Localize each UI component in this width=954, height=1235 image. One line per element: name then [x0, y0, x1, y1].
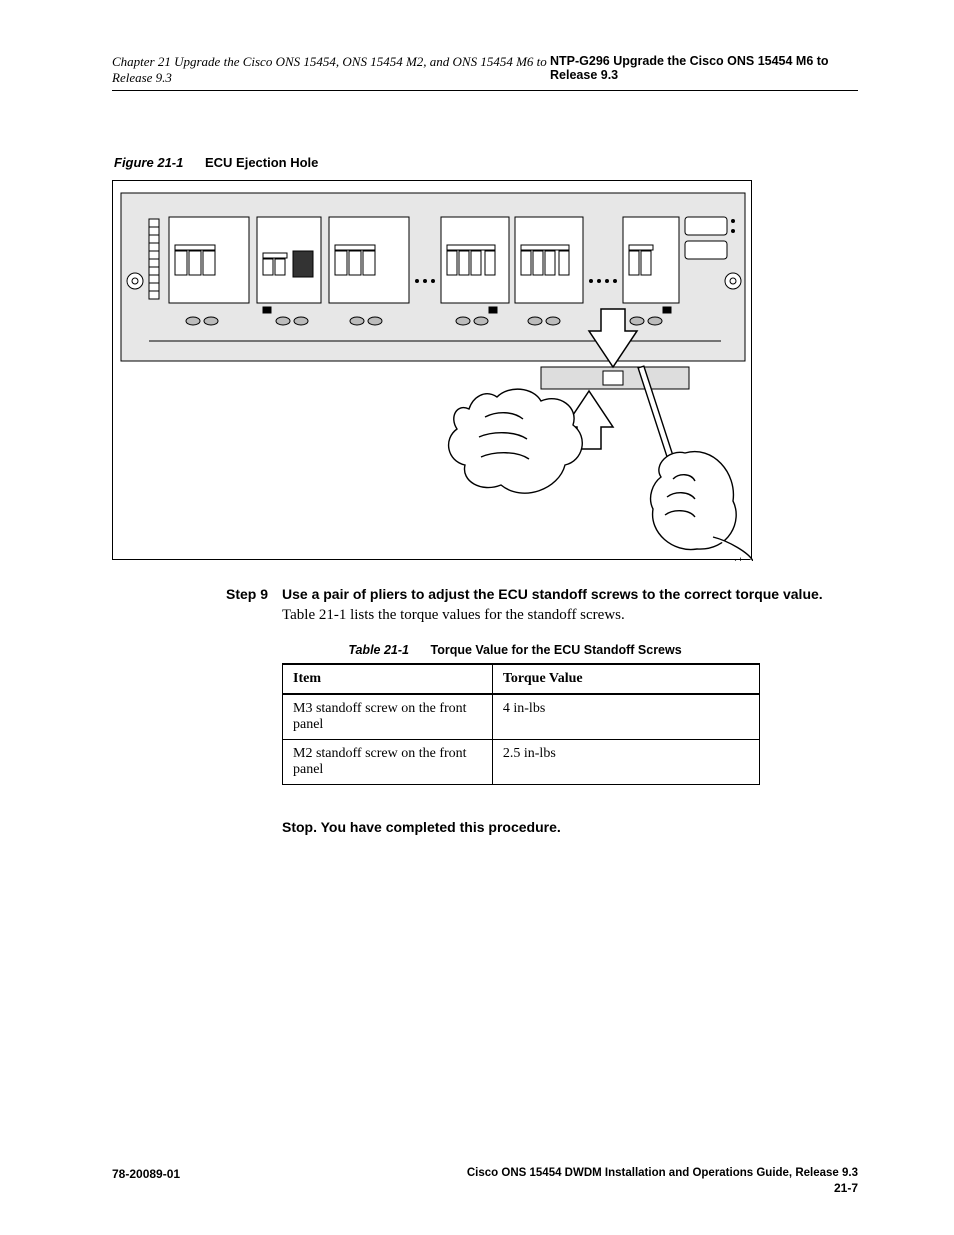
proc-ref: NTP-G296 Upgrade the Cisco ONS 15454 M6 …	[550, 54, 858, 86]
table-col-item: Item	[283, 664, 493, 694]
figure-block: Figure 21-1 ECU Ejection Hole	[112, 155, 858, 560]
table-cell: 2.5 in-lbs	[492, 740, 759, 785]
page-footer: 78-20089-01 Cisco ONS 15454 DWDM Install…	[112, 1167, 858, 1195]
footer-page-number: 21-7	[467, 1181, 858, 1195]
step-text: Use a pair of pliers to adjust the ECU s…	[282, 586, 823, 602]
svg-text:276741: 276741	[733, 557, 743, 561]
footer-right-docnum: 78-20089-01	[112, 1167, 180, 1195]
step-body: Use a pair of pliers to adjust the ECU s…	[282, 586, 858, 625]
table-row: M3 standoff screw on the front panel 4 i…	[283, 694, 760, 740]
step-row: Step 9 Use a pair of pliers to adjust th…	[112, 586, 858, 625]
figure-title: ECU Ejection Hole	[205, 155, 318, 170]
table-cell: M3 standoff screw on the front panel	[283, 694, 493, 740]
page: Chapter 21 Upgrade the Cisco ONS 15454, …	[0, 0, 954, 1235]
table-col-torque: Torque Value	[492, 664, 759, 694]
figure-image: 276741	[112, 180, 752, 560]
footer-doc-title: Cisco ONS 15454 DWDM Installation and Op…	[467, 1167, 858, 1179]
running-header: Chapter 21 Upgrade the Cisco ONS 15454, …	[112, 54, 858, 91]
table-cell: M2 standoff screw on the front panel	[283, 740, 493, 785]
table-caption: Table 21-1 Torque Value for the ECU Stan…	[282, 643, 858, 657]
table-row: M2 standoff screw on the front panel 2.5…	[283, 740, 760, 785]
figure-caption: Figure 21-1 ECU Ejection Hole	[114, 155, 858, 170]
procedure-complete: Stop. You have completed this procedure.	[282, 819, 858, 835]
table-label: Table 21-1	[348, 643, 409, 657]
step-subtext: Table 21-1 lists the torque values for t…	[282, 605, 858, 625]
step-number: Step 9	[112, 586, 282, 625]
table-cell: 4 in-lbs	[492, 694, 759, 740]
table-title: Torque Value for the ECU Standoff Screws	[430, 643, 681, 657]
chapter-label: Chapter 21 Upgrade the Cisco ONS 15454, …	[112, 54, 550, 86]
torque-table: Item Torque Value M3 standoff screw on t…	[282, 663, 760, 785]
table-block: Table 21-1 Torque Value for the ECU Stan…	[282, 643, 858, 785]
figure-label: Figure 21-1	[114, 155, 183, 170]
table-header-row: Item Torque Value	[283, 664, 760, 694]
